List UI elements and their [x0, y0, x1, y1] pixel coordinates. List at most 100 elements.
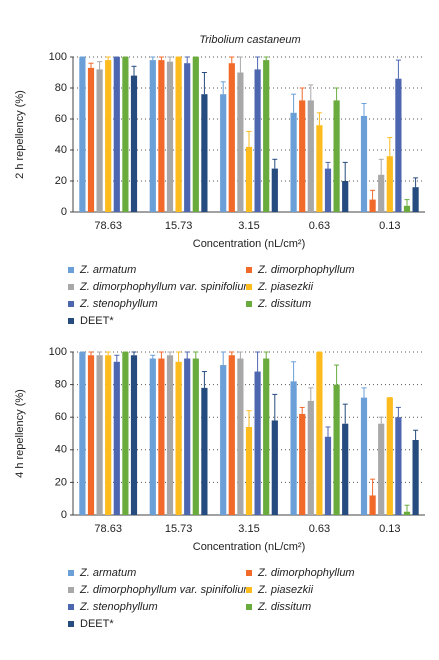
legend-label: Z. piasezkii: [257, 281, 314, 293]
legend-label: Z. dimorphophyllum: [257, 567, 355, 579]
error-bar: [105, 56, 111, 61]
bar: [299, 413, 306, 515]
bar: [184, 63, 191, 213]
y-tick-label: 60: [55, 411, 67, 423]
bar: [263, 358, 270, 515]
y-tick-label: 40: [55, 144, 67, 156]
error-bar: [246, 130, 252, 147]
bar: [316, 352, 323, 515]
error-bar: [237, 351, 243, 359]
legend-swatch: [246, 301, 252, 307]
legend-label: Z. piasezkii: [257, 584, 314, 596]
x-tick-label: 15.73: [165, 523, 193, 535]
x-tick-label: 15.73: [165, 220, 193, 232]
bar: [342, 423, 349, 515]
error-bar: [167, 351, 173, 356]
bar: [149, 60, 156, 212]
y-tick-label: 20: [55, 175, 67, 187]
bar: [201, 94, 208, 212]
bar: [130, 355, 138, 515]
error-bar: [255, 351, 261, 372]
error-bar: [263, 351, 269, 359]
legend-swatch: [246, 604, 252, 610]
error-bar: [184, 351, 190, 359]
bar: [263, 60, 270, 212]
legend-label: Z. stenophyllum: [79, 298, 158, 310]
error-bar: [246, 410, 252, 427]
legend-swatch: [246, 570, 252, 576]
x-tick-label: 3.15: [238, 220, 259, 232]
bar: [184, 358, 191, 515]
bar: [228, 63, 235, 213]
legend-swatch: [68, 570, 74, 576]
y-tick-label: 80: [55, 379, 67, 391]
y-tick-label: 60: [55, 113, 67, 125]
error-bar: [395, 406, 401, 418]
error-bar: [308, 387, 314, 401]
error-bar: [325, 426, 331, 437]
bar: [245, 426, 253, 515]
bar: [403, 511, 411, 515]
error-bar: [378, 158, 384, 175]
error-bar: [334, 364, 340, 385]
legend-swatch: [246, 587, 252, 593]
bar: [237, 358, 244, 515]
bar: [220, 365, 227, 515]
error-bar: [88, 351, 94, 356]
bar: [271, 420, 278, 515]
error-bar: [370, 478, 376, 496]
error-bar: [150, 354, 156, 359]
error-bar: [158, 56, 164, 61]
y-tick-label: 0: [61, 206, 67, 218]
chart-title: Tribolium castaneum: [199, 34, 300, 46]
bar: [290, 381, 297, 515]
error-bar: [370, 189, 376, 200]
legend-swatch: [68, 621, 74, 627]
error-bar: [131, 65, 137, 76]
y-tick-label: 100: [49, 346, 67, 358]
error-bar: [150, 56, 156, 61]
error-bar: [291, 361, 297, 382]
error-bar: [325, 161, 331, 169]
bar: [271, 168, 278, 212]
bar: [166, 355, 174, 515]
bar: [79, 57, 86, 212]
bar: [395, 78, 402, 212]
bar: [324, 168, 332, 212]
bar: [220, 94, 227, 212]
x-tick-label: 78.63: [94, 220, 122, 232]
legend-swatch: [246, 267, 252, 273]
legend-label: Z. dissitum: [257, 298, 311, 310]
error-bar: [237, 56, 243, 73]
bar: [96, 355, 103, 515]
error-bar: [387, 137, 393, 157]
error-bar: [229, 56, 235, 64]
legend-label: Z. dimorphophyllum: [257, 264, 355, 276]
bar: [228, 355, 235, 515]
bar: [333, 384, 340, 515]
bar: [79, 352, 86, 515]
y-tick-label: 80: [55, 82, 67, 94]
x-tick-label: 3.15: [238, 523, 259, 535]
error-bar: [291, 93, 297, 113]
error-bar: [184, 56, 190, 64]
x-tick-label: 0.63: [309, 220, 330, 232]
error-bar: [201, 371, 207, 388]
legend-swatch: [68, 284, 74, 290]
bar: [122, 57, 129, 212]
bar: [175, 57, 182, 212]
error-bar: [342, 403, 348, 424]
y-tick-label: 0: [61, 509, 67, 521]
x-tick-label: 0.13: [379, 220, 400, 232]
bar: [369, 495, 376, 515]
y-tick-label: 40: [55, 444, 67, 456]
bar: [201, 387, 208, 515]
error-bar: [167, 56, 173, 62]
legend-label: Z. dissitum: [257, 601, 311, 613]
bar: [378, 174, 385, 212]
bar: [113, 57, 120, 212]
bar: [87, 67, 95, 212]
error-bar: [229, 351, 235, 356]
bar: [342, 181, 349, 212]
